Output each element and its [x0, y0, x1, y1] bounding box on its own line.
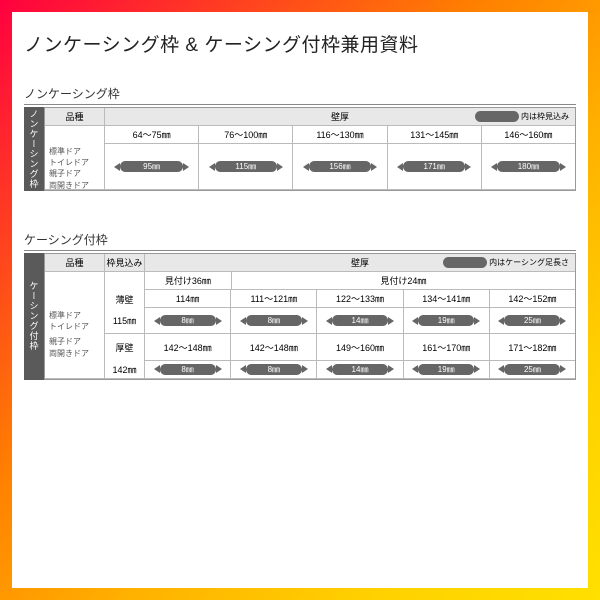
- s1-type-2: 親子ドア: [49, 168, 81, 179]
- s2-thick-r4: 171～182㎜: [490, 334, 575, 360]
- s1-pill-0: 95㎜: [105, 144, 199, 190]
- s2-thick-r3: 161～170㎜: [404, 334, 490, 360]
- s2-thin-r4: 142～152㎜: [490, 290, 575, 308]
- s2-thin-lbl: 薄壁: [115, 293, 133, 306]
- section1-table: ノンケーシング枠 品種 壁厚 内は枠見込み 64～75㎜ 76～100㎜ 116…: [24, 107, 576, 191]
- s2-thick-p2: 14㎜: [317, 361, 403, 379]
- s1-types: 標準ドア トイレドア 親子ドア 両開きドア: [45, 144, 105, 190]
- s2-thin-r2: 122～133㎜: [317, 290, 403, 308]
- s1-pill-4: 180㎜: [482, 144, 575, 190]
- s1-type-3: 両開きドア: [49, 180, 89, 191]
- s2-empty3: [45, 290, 105, 308]
- s2-sub-left: 見付け36㎜: [145, 272, 232, 290]
- s2-empty1: [45, 272, 105, 290]
- s1-pill-2: 156㎜: [293, 144, 387, 190]
- s1-range-3: 131～145㎜: [388, 126, 482, 144]
- s2-type-0: 標準ドア: [49, 310, 81, 321]
- s1-range-4: 146～160㎜: [482, 126, 575, 144]
- s2-empty4: [45, 361, 105, 379]
- s2-thick-p4: 25㎜: [490, 361, 575, 379]
- s1-pill-3: 171㎜: [388, 144, 482, 190]
- section1-label: ノンケーシング枠: [24, 85, 576, 105]
- s1-type-0: 標準ドア: [49, 146, 81, 157]
- s2-thick-r0: 142～148㎜: [145, 334, 231, 360]
- s2-thick-p0: 8㎜: [145, 361, 231, 379]
- s2-thin-r3: 134～141㎜: [404, 290, 490, 308]
- s1-header-wall: 壁厚 内は枠見込み: [105, 108, 575, 126]
- section2-table: ケーシング付枠 品種 枠見込み 壁厚 内はケーシング足長さ 見付け36㎜ 見付け…: [24, 253, 576, 380]
- s1-note: 内は枠見込み: [475, 111, 569, 122]
- s2-thin-r0: 114㎜: [145, 290, 231, 308]
- section2-grid: 品種 枠見込み 壁厚 内はケーシング足長さ 見付け36㎜ 見付け24㎜: [44, 253, 576, 380]
- s1-empty: [45, 126, 105, 144]
- s2-type-2: 親子ドア: [49, 336, 81, 347]
- s1-type-1: トイレドア: [49, 157, 89, 168]
- s2-thick-val: 142㎜: [105, 361, 145, 379]
- s1-pill-1: 115㎜: [199, 144, 293, 190]
- s1-header-wall-text: 壁厚: [331, 110, 349, 123]
- s1-note-text: 内は枠見込み: [521, 112, 569, 121]
- section1-grid: 品種 壁厚 内は枠見込み 64～75㎜ 76～100㎜ 116～130㎜ 131…: [44, 107, 576, 191]
- s2-thick-p1: 8㎜: [231, 361, 317, 379]
- section2-vtab: ケーシング付枠: [24, 253, 44, 380]
- s2-thin-p3: 19㎜: [404, 308, 490, 334]
- s2-thick-lbl: 厚壁: [115, 341, 133, 354]
- s1-header-type: 品種: [45, 108, 105, 126]
- s2-thin-r1: 111～121㎜: [231, 290, 317, 308]
- page-title: ノンケーシング枠 & ケーシング付枠兼用資料: [24, 30, 576, 57]
- s2-type-3: 両開きドア: [49, 348, 89, 359]
- s2-sub-right: 見付け24㎜: [232, 272, 575, 290]
- s2-note-text: 内はケーシング足長さ: [489, 258, 569, 267]
- s1-range-0: 64～75㎜: [105, 126, 199, 144]
- s2-types: 標準ドア トイレドア: [45, 308, 105, 334]
- section1-vtab: ノンケーシング枠: [24, 107, 44, 191]
- s2-thin-p0: 8㎜: [145, 308, 231, 334]
- s1-range-1: 76～100㎜: [199, 126, 293, 144]
- section2-label: ケーシング付枠: [24, 231, 576, 251]
- s2-thick-r1: 142～148㎜: [231, 334, 317, 360]
- s2-thin-p4: 25㎜: [490, 308, 575, 334]
- pill-bg-icon: [475, 111, 519, 122]
- s2-type-1: トイレドア: [49, 321, 89, 332]
- s1-range-2: 116～130㎜: [293, 126, 387, 144]
- s2-header-wall-text: 壁厚: [351, 256, 369, 269]
- s2-thick-p3: 19㎜: [404, 361, 490, 379]
- s2-note: 内はケーシング足長さ: [443, 257, 569, 268]
- s2-thin-p1: 8㎜: [231, 308, 317, 334]
- s2-header-frame: 枠見込み: [105, 254, 145, 272]
- s2-thin-p2: 14㎜: [317, 308, 403, 334]
- s2-thin-val: 115㎜: [105, 308, 145, 334]
- pill-bg-icon-2: [443, 257, 487, 268]
- s2-thin-label: 薄壁: [105, 290, 145, 308]
- s2-empty2: [105, 272, 145, 290]
- s2-thick-r2: 149～160㎜: [317, 334, 403, 360]
- s2-types2: 親子ドア 両開きドア: [45, 334, 105, 360]
- document-page: ノンケーシング枠 & ケーシング付枠兼用資料 ノンケーシング枠 ノンケーシング枠…: [12, 12, 588, 588]
- s2-header-type: 品種: [45, 254, 105, 272]
- s2-header-wall: 壁厚 内はケーシング足長さ: [145, 254, 575, 272]
- s2-thick-label: 厚壁: [105, 334, 145, 360]
